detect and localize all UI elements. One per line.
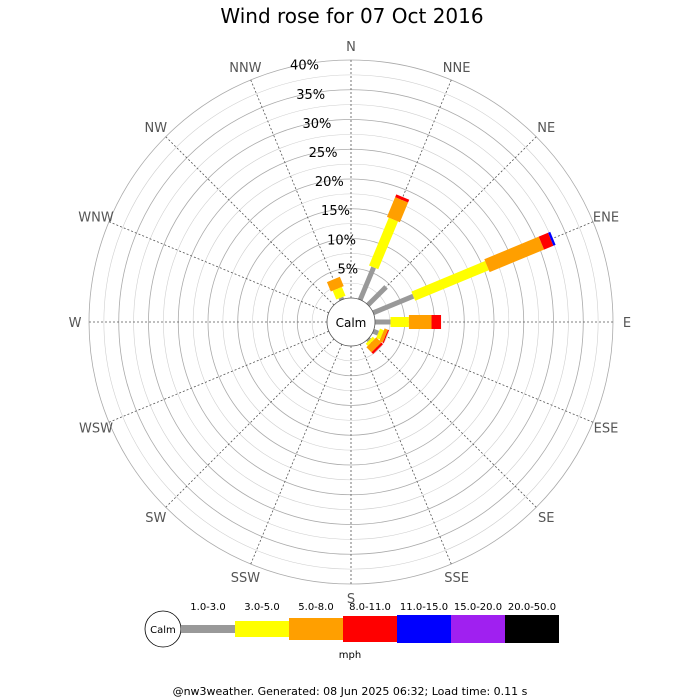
radial-tick-label: 5%	[337, 262, 358, 277]
direction-label-wnw: WNW	[78, 210, 114, 225]
legend-label-5: 15.0-20.0	[454, 602, 502, 613]
chart-title: Wind rose for 07 Oct 2016	[220, 4, 483, 28]
bar-ene-bin-1	[411, 261, 489, 301]
grid-circle	[103, 74, 599, 570]
bar-se-bin-0	[366, 337, 371, 342]
bar-ese-bin-3	[382, 329, 390, 344]
radial-tick-label: 35%	[296, 88, 325, 103]
direction-label-ssw: SSW	[231, 571, 261, 586]
bar-ese-bin-0	[372, 328, 380, 336]
direction-label-ene: ENE	[593, 210, 619, 225]
bar-nne-bin-3	[395, 194, 410, 203]
legend-swatch-3	[343, 616, 397, 642]
radial-tick-label: 30%	[302, 117, 331, 132]
legend-label-2: 5.0-8.0	[298, 602, 333, 613]
calm-label: Calm	[336, 316, 367, 330]
legend-swatch-0	[181, 625, 235, 633]
grid-circle	[148, 119, 554, 525]
direction-label-n: N	[346, 40, 356, 55]
bar-ese-bin-1	[376, 328, 384, 340]
bar-e-bin-2	[408, 315, 432, 329]
direction-label-w: W	[69, 316, 82, 331]
bar-e-bin-3	[431, 315, 442, 329]
bar-nne-bin-1	[369, 217, 399, 270]
radial-tick-label: 15%	[321, 204, 350, 219]
legend-unit-label: mph	[339, 650, 361, 661]
legend-label-3: 8.0-11.0	[349, 602, 391, 613]
direction-label-nne: NNE	[443, 61, 471, 76]
calm-center: Calm	[326, 297, 376, 347]
direction-label-sw: SW	[145, 511, 166, 526]
direction-label-e: E	[623, 316, 631, 331]
bar-nnw-bin-2	[326, 276, 344, 292]
direction-label-ne: NE	[537, 121, 555, 136]
legend-label-6: 20.0-50.0	[508, 602, 556, 613]
grid-circle	[252, 223, 450, 421]
bar-se-bin-3	[371, 342, 384, 355]
legend: Calm 1.0-3.0 3.0-5.0 5.0-8.0 8.0-11.0 11.0-15…	[144, 602, 559, 661]
direction-label-nw: NW	[145, 121, 168, 136]
legend-label-4: 11.0-15.0	[400, 602, 448, 613]
radial-tick-label: 25%	[309, 146, 338, 161]
bar-ese-bin-2	[379, 328, 388, 343]
direction-label-s: S	[347, 592, 355, 607]
bar-nnw-bin-1	[332, 286, 346, 300]
legend-swatch-2	[289, 618, 343, 640]
calm-circle	[326, 297, 376, 347]
legend-swatch-4	[397, 615, 451, 643]
bar-e-bin-1	[390, 317, 409, 327]
direction-label-se: SE	[538, 511, 554, 526]
bar-nnw-bin-0	[338, 296, 345, 301]
radial-tick-label: 40%	[290, 59, 319, 74]
grid-circle	[207, 178, 495, 466]
radial-tick-label: 20%	[315, 175, 344, 190]
bar-e-bin-0	[375, 319, 391, 325]
bar-ene-bin-3	[538, 232, 554, 250]
bar-se-bin-2	[366, 337, 382, 353]
bar-nne-bin-0	[357, 266, 376, 301]
direction-label-sse: SSE	[444, 571, 469, 586]
bar-ene-bin-0	[372, 293, 415, 316]
radial-tick-label: 10%	[327, 233, 356, 248]
bar-ene-bin-4	[548, 231, 556, 246]
legend-swatch-5	[451, 615, 505, 643]
direction-label-wsw: WSW	[79, 422, 113, 437]
bar-ene-bin-2	[484, 236, 545, 273]
legend-label-0: 1.0-3.0	[190, 602, 225, 613]
legend-label-1: 3.0-5.0	[244, 602, 279, 613]
legend-calm-label: Calm	[150, 625, 176, 636]
legend-swatch-1	[235, 621, 289, 637]
axis-labels: N NNE NE ENE E ESE SE SSE S SSW SW WSW W WNW NW NNW 5% 10…	[69, 40, 632, 607]
footer-text: @nw3weather. Generated: 08 Jun 2025 06:3…	[173, 685, 528, 698]
bar-se-bin-1	[365, 336, 375, 346]
direction-label-ese: ESE	[594, 422, 619, 437]
bar-ne-bin-0	[366, 285, 388, 307]
direction-label-nnw: NNW	[229, 61, 261, 76]
grid-circle	[163, 134, 539, 510]
legend-swatch-6	[505, 615, 559, 643]
radial-grid	[88, 59, 614, 585]
bar-nne-bin-2	[386, 197, 409, 223]
wind-bars	[326, 194, 556, 355]
